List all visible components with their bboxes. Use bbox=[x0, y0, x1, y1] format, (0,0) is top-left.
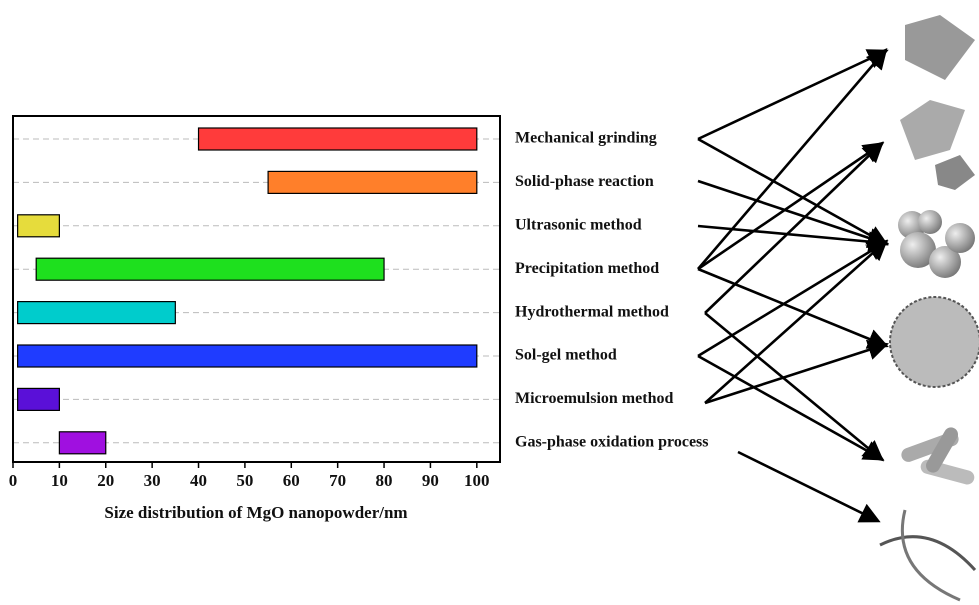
x-tick-label: 30 bbox=[144, 471, 161, 490]
category-label: Microemulsion method bbox=[515, 390, 673, 407]
x-axis-label: Size distribution of MgO nanopowder/nm bbox=[104, 503, 407, 522]
bar bbox=[268, 171, 477, 193]
x-tick-label: 10 bbox=[51, 471, 68, 490]
category-label: Precipitation method bbox=[515, 260, 659, 277]
bar bbox=[18, 215, 60, 237]
plot-frame bbox=[13, 116, 500, 462]
bar bbox=[199, 128, 477, 150]
arrows bbox=[698, 52, 884, 520]
x-tick-label: 70 bbox=[329, 471, 346, 490]
bar bbox=[18, 302, 176, 324]
category-label: Sol-gel method bbox=[515, 347, 617, 364]
bar bbox=[18, 388, 60, 410]
category-label: Solid-phase reaction bbox=[515, 173, 654, 190]
x-tick-label: 0 bbox=[9, 471, 18, 490]
bar bbox=[36, 258, 384, 280]
x-tick-label: 50 bbox=[236, 471, 253, 490]
category-label: Hydrothermal method bbox=[515, 303, 669, 320]
category-label: Ultrasonic method bbox=[515, 216, 642, 233]
x-tick-label: 40 bbox=[190, 471, 207, 490]
morphology-images bbox=[880, 15, 979, 600]
x-tick-label: 90 bbox=[422, 471, 439, 490]
x-tick-label: 80 bbox=[376, 471, 393, 490]
plot: 0 10 20 30 40 50 60 70 80 90 100 bbox=[9, 116, 500, 490]
bar bbox=[59, 432, 105, 454]
figure: 0 10 20 30 40 50 60 70 80 90 100 Size distribution… bbox=[0, 0, 979, 605]
x-tick-label: 20 bbox=[97, 471, 114, 490]
category-label: Mechanical grinding bbox=[515, 130, 657, 147]
x-tick-label: 100 bbox=[464, 471, 490, 490]
x-tick-label: 60 bbox=[283, 471, 300, 490]
category-label: Gas-phase oxidation process bbox=[515, 433, 709, 450]
bar bbox=[18, 345, 477, 367]
